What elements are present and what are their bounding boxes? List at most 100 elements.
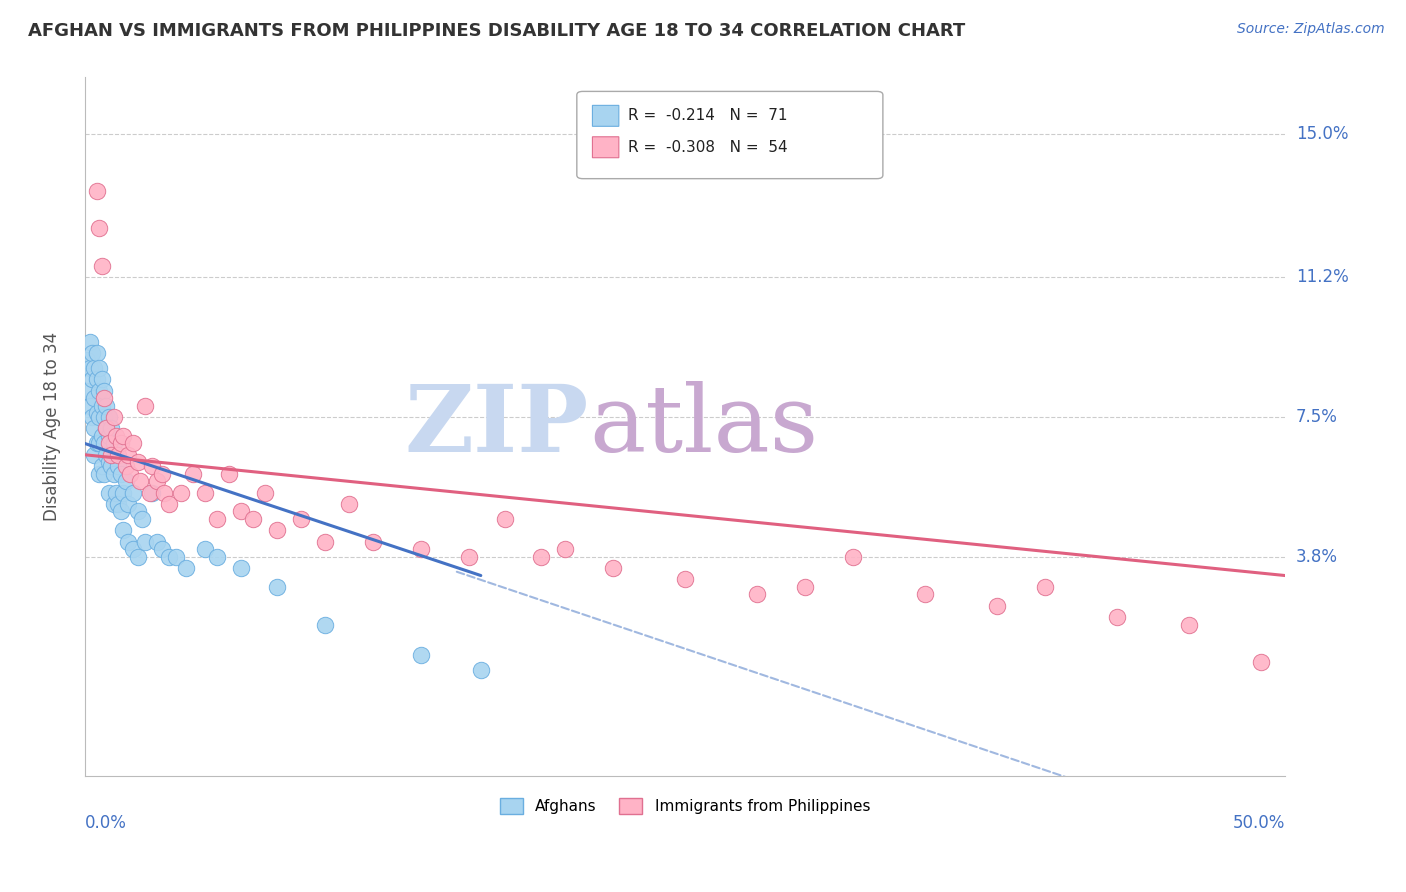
Text: ZIP: ZIP — [405, 382, 589, 472]
Point — [93, 384, 115, 398]
Point — [218, 467, 240, 481]
Point — [79, 334, 101, 349]
Point — [138, 485, 160, 500]
Point — [530, 549, 553, 564]
Point — [457, 549, 479, 564]
Point — [83, 448, 105, 462]
Point — [745, 587, 768, 601]
Point — [93, 436, 115, 450]
Point — [90, 459, 112, 474]
Point — [89, 384, 111, 398]
FancyBboxPatch shape — [592, 136, 619, 158]
Point — [96, 421, 118, 435]
Point — [141, 459, 163, 474]
Point — [96, 448, 118, 462]
Point — [97, 410, 120, 425]
Point — [131, 512, 153, 526]
Text: 15.0%: 15.0% — [1296, 125, 1348, 143]
Point — [93, 410, 115, 425]
Point — [103, 497, 125, 511]
Point — [86, 184, 108, 198]
Text: 7.5%: 7.5% — [1296, 408, 1339, 426]
Point — [205, 512, 228, 526]
Point — [89, 221, 111, 235]
Point — [110, 467, 132, 481]
Point — [242, 512, 264, 526]
Text: Source: ZipAtlas.com: Source: ZipAtlas.com — [1237, 22, 1385, 37]
Text: atlas: atlas — [589, 382, 818, 472]
Point — [107, 497, 129, 511]
FancyBboxPatch shape — [576, 91, 883, 178]
Text: AFGHAN VS IMMIGRANTS FROM PHILIPPINES DISABILITY AGE 18 TO 34 CORRELATION CHART: AFGHAN VS IMMIGRANTS FROM PHILIPPINES DI… — [28, 22, 966, 40]
Point — [104, 429, 127, 443]
Point — [150, 542, 173, 557]
Point — [93, 391, 115, 405]
Point — [145, 534, 167, 549]
Point — [83, 421, 105, 435]
Point — [170, 485, 193, 500]
Point — [314, 534, 336, 549]
Point — [673, 572, 696, 586]
Point — [103, 436, 125, 450]
Text: 3.8%: 3.8% — [1296, 548, 1339, 566]
Point — [602, 561, 624, 575]
Point — [96, 399, 118, 413]
Point — [134, 534, 156, 549]
Point — [127, 549, 149, 564]
Legend: Afghans, Immigrants from Philippines: Afghans, Immigrants from Philippines — [494, 792, 876, 821]
Point — [79, 361, 101, 376]
Point — [83, 361, 105, 376]
Point — [89, 410, 111, 425]
Point — [104, 485, 127, 500]
Point — [110, 504, 132, 518]
Point — [157, 497, 180, 511]
Point — [165, 549, 187, 564]
Point — [314, 617, 336, 632]
Point — [114, 459, 136, 474]
Point — [110, 436, 132, 450]
Point — [409, 648, 432, 662]
Point — [153, 485, 176, 500]
Point — [194, 485, 217, 500]
Point — [86, 406, 108, 420]
Point — [174, 561, 197, 575]
Point — [1105, 610, 1128, 624]
Point — [127, 455, 149, 469]
Text: R =  -0.308   N =  54: R = -0.308 N = 54 — [628, 140, 787, 154]
Point — [121, 436, 143, 450]
Point — [266, 580, 288, 594]
Point — [112, 485, 135, 500]
Point — [86, 372, 108, 386]
Point — [83, 391, 105, 405]
Point — [96, 421, 118, 435]
Point — [104, 448, 127, 462]
Point — [229, 504, 252, 518]
Point — [80, 410, 103, 425]
Point — [112, 523, 135, 537]
Point — [86, 346, 108, 360]
Point — [1250, 656, 1272, 670]
Point — [266, 523, 288, 537]
Point — [205, 549, 228, 564]
Point — [97, 436, 120, 450]
Point — [97, 485, 120, 500]
Point — [86, 436, 108, 450]
Point — [97, 429, 120, 443]
Point — [150, 467, 173, 481]
Point — [127, 504, 149, 518]
Point — [361, 534, 384, 549]
Point — [89, 436, 111, 450]
Point — [121, 542, 143, 557]
Text: 50.0%: 50.0% — [1233, 814, 1285, 832]
Point — [253, 485, 276, 500]
Point — [80, 372, 103, 386]
Point — [90, 259, 112, 273]
Point — [107, 448, 129, 462]
Point — [97, 455, 120, 469]
Point — [337, 497, 360, 511]
Point — [194, 542, 217, 557]
Point — [134, 399, 156, 413]
Text: 11.2%: 11.2% — [1296, 268, 1348, 286]
Point — [100, 421, 122, 435]
Point — [103, 410, 125, 425]
